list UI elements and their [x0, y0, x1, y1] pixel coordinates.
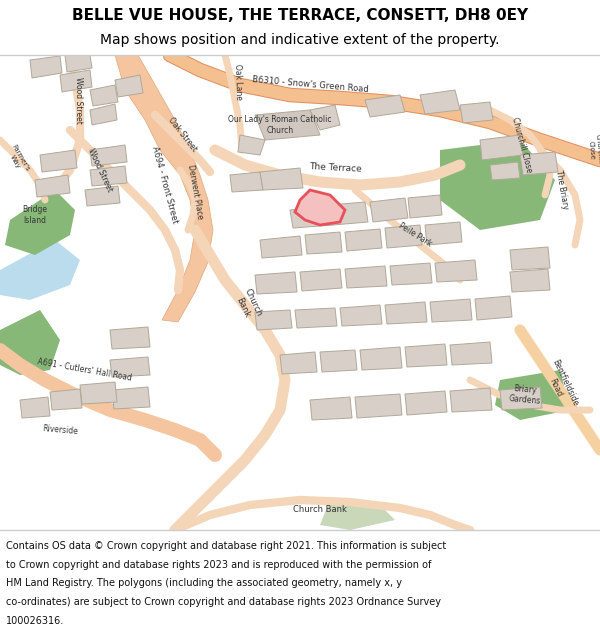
Polygon shape — [330, 202, 368, 225]
Text: Wood Street: Wood Street — [74, 76, 83, 124]
Polygon shape — [365, 95, 405, 117]
Text: Our Lady's Roman Catholic
Church: Our Lady's Roman Catholic Church — [228, 115, 332, 135]
Polygon shape — [460, 102, 493, 123]
Text: Map shows position and indicative extent of the property.: Map shows position and indicative extent… — [100, 32, 500, 47]
Polygon shape — [0, 240, 80, 300]
Polygon shape — [90, 166, 127, 186]
Polygon shape — [255, 110, 320, 140]
Polygon shape — [90, 145, 127, 166]
Polygon shape — [510, 247, 550, 270]
Polygon shape — [385, 225, 422, 248]
Polygon shape — [280, 352, 317, 374]
Text: The Terrace: The Terrace — [308, 162, 362, 174]
Polygon shape — [440, 140, 555, 230]
Polygon shape — [60, 70, 92, 92]
Polygon shape — [300, 269, 342, 291]
Polygon shape — [345, 229, 382, 251]
Polygon shape — [425, 222, 462, 245]
Text: Peile Park: Peile Park — [397, 221, 433, 249]
Text: Churchill Close: Churchill Close — [510, 116, 534, 174]
Polygon shape — [295, 308, 337, 328]
Polygon shape — [405, 391, 447, 415]
Polygon shape — [340, 305, 382, 326]
Polygon shape — [435, 260, 477, 282]
Polygon shape — [50, 389, 82, 410]
Polygon shape — [390, 263, 432, 285]
Polygon shape — [30, 56, 62, 78]
Text: Farmer's
Way: Farmer's Way — [5, 144, 31, 176]
Polygon shape — [450, 342, 492, 365]
Polygon shape — [20, 397, 50, 418]
Polygon shape — [65, 55, 92, 72]
Text: HM Land Registry. The polygons (including the associated geometry, namely x, y: HM Land Registry. The polygons (includin… — [6, 579, 402, 589]
Polygon shape — [80, 382, 117, 404]
Polygon shape — [420, 90, 460, 114]
Polygon shape — [480, 135, 523, 160]
Text: Contains OS data © Crown copyright and database right 2021. This information is : Contains OS data © Crown copyright and d… — [6, 541, 446, 551]
Text: Briary
Gardens: Briary Gardens — [508, 384, 542, 406]
Polygon shape — [110, 327, 150, 349]
Polygon shape — [490, 162, 520, 180]
Polygon shape — [430, 299, 472, 322]
Polygon shape — [520, 152, 558, 175]
Polygon shape — [355, 394, 402, 418]
Polygon shape — [290, 205, 333, 228]
Polygon shape — [320, 350, 357, 372]
Polygon shape — [115, 75, 143, 97]
Text: The Briary: The Briary — [554, 170, 570, 210]
Text: A694 - Front Street: A694 - Front Street — [151, 146, 179, 224]
Polygon shape — [510, 269, 550, 292]
Text: BELLE VUE HOUSE, THE TERRACE, CONSETT, DH8 0EY: BELLE VUE HOUSE, THE TERRACE, CONSETT, D… — [72, 8, 528, 23]
Polygon shape — [310, 397, 352, 420]
Polygon shape — [90, 85, 118, 106]
Polygon shape — [408, 195, 442, 218]
Polygon shape — [260, 236, 302, 258]
Polygon shape — [112, 387, 150, 409]
Polygon shape — [500, 387, 542, 410]
Polygon shape — [360, 347, 402, 370]
Polygon shape — [310, 105, 340, 130]
Polygon shape — [230, 172, 263, 192]
Text: Wood Street: Wood Street — [86, 147, 114, 193]
Polygon shape — [475, 296, 512, 320]
Polygon shape — [260, 168, 303, 190]
Polygon shape — [5, 190, 75, 255]
Text: Church Bank: Church Bank — [293, 506, 347, 514]
Text: Oak Street: Oak Street — [167, 116, 199, 154]
Polygon shape — [305, 232, 342, 254]
Polygon shape — [295, 190, 345, 225]
Polygon shape — [405, 344, 447, 367]
Text: 100026316.: 100026316. — [6, 616, 64, 625]
Text: Derwent Place: Derwent Place — [186, 164, 204, 220]
Text: Churchill
Close: Churchill Close — [587, 134, 600, 166]
Text: co-ordinates) are subject to Crown copyright and database rights 2023 Ordnance S: co-ordinates) are subject to Crown copyr… — [6, 597, 441, 607]
Text: B6310 - Snow's Green Road: B6310 - Snow's Green Road — [251, 76, 368, 94]
Polygon shape — [115, 55, 213, 322]
Polygon shape — [238, 135, 265, 155]
Text: Church
Bank: Church Bank — [233, 288, 263, 322]
Polygon shape — [450, 388, 492, 412]
Polygon shape — [110, 357, 150, 377]
Text: Bentfieldside
Road: Bentfieldside Road — [541, 358, 580, 412]
Polygon shape — [0, 310, 60, 375]
Text: A691 - Cutlers' Hall Road: A691 - Cutlers' Hall Road — [37, 357, 133, 382]
Text: Riverside: Riverside — [42, 424, 78, 436]
Polygon shape — [40, 150, 77, 172]
Polygon shape — [255, 310, 292, 330]
Polygon shape — [370, 198, 408, 222]
Text: Oak Lane: Oak Lane — [233, 64, 243, 100]
Polygon shape — [385, 302, 427, 324]
Text: to Crown copyright and database rights 2023 and is reproduced with the permissio: to Crown copyright and database rights 2… — [6, 560, 431, 570]
Polygon shape — [35, 175, 70, 197]
Polygon shape — [255, 272, 297, 294]
Polygon shape — [320, 500, 395, 530]
Polygon shape — [495, 370, 570, 420]
Polygon shape — [85, 186, 120, 206]
Polygon shape — [90, 104, 117, 125]
Polygon shape — [345, 266, 387, 288]
Text: Bridge
Island: Bridge Island — [23, 205, 47, 225]
